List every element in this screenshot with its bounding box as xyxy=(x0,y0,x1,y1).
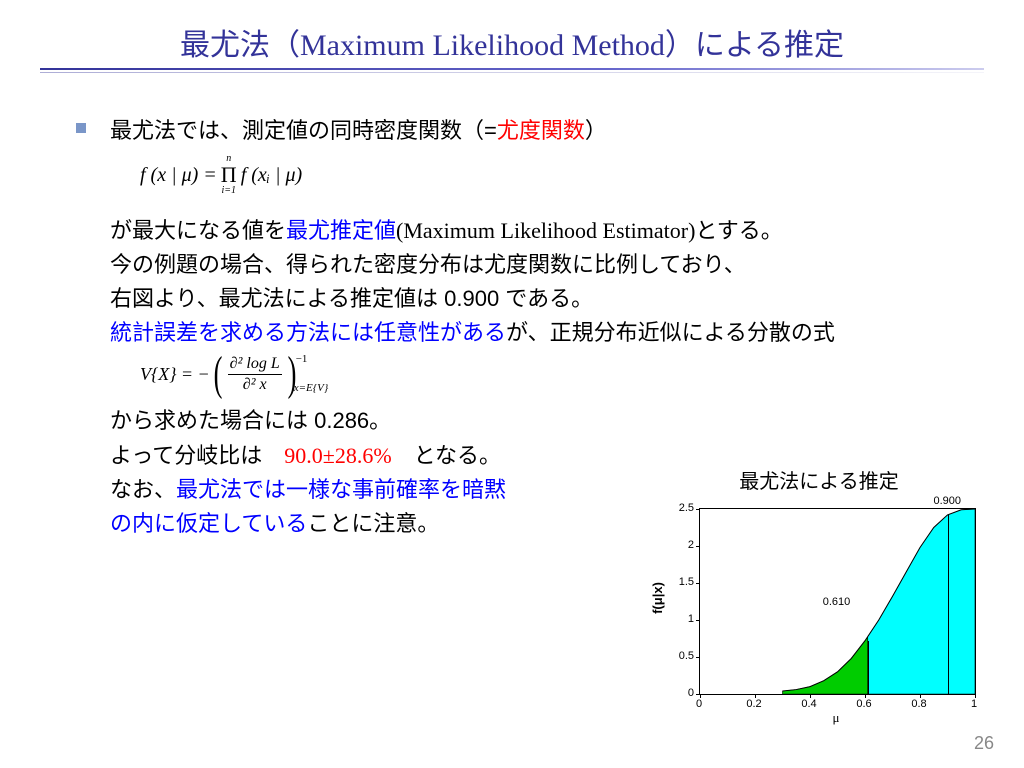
x-axis-label: μ xyxy=(833,710,840,726)
y-tick-label: 1 xyxy=(664,613,694,625)
equation-variance: V{X} = − ( ∂² log L ∂² x ) −1 x=E{V} xyxy=(140,354,964,394)
para-7: なお、最尤法では一様な事前確率を暗黙 xyxy=(110,473,670,507)
eq2-num: ∂² log L xyxy=(228,355,282,375)
bullet-icon xyxy=(76,123,86,133)
x-tick-label: 0.6 xyxy=(856,698,871,710)
p6b: 90.0±28.6% xyxy=(284,443,391,468)
product-symbol: n Π i=1 xyxy=(221,154,237,196)
x-tick-label: 0 xyxy=(696,698,702,710)
eq2-lhs: V{X} = − xyxy=(140,364,210,385)
page-number: 26 xyxy=(974,733,994,754)
y-tick-label: 2.5 xyxy=(664,502,694,514)
para-1: が最大になる値を最尤推定値(Maximum Likelihood Estimat… xyxy=(110,214,964,248)
eq1-prod-bot: i=1 xyxy=(221,186,236,196)
p4a: 統計誤差を求める方法には任意性がある xyxy=(110,320,506,345)
p6a: よって分岐比は xyxy=(110,443,284,468)
x-tick-label: 0.4 xyxy=(801,698,816,710)
chart-annotation: 0.610 xyxy=(823,596,851,608)
p4b: が、正規分布近似による分散の式 xyxy=(506,320,835,345)
bullet-pre: 最尤法では、測定値の同時密度関数（= xyxy=(110,118,497,143)
y-axis-label: f(μ|x) xyxy=(650,582,665,614)
title-prefix: 最尤法（ xyxy=(180,29,300,62)
eq2-exp: −1 xyxy=(296,354,329,365)
p7a: なお、 xyxy=(110,477,176,502)
y-tick-label: 0.5 xyxy=(664,650,694,662)
para-8: の内に仮定していることに注意。 xyxy=(110,507,670,541)
para-6: よって分岐比は 90.0±28.6% となる。 xyxy=(110,439,670,473)
p1c: (Maximum Likelihood Estimator)とする。 xyxy=(396,218,783,243)
title-suffix: ）による推定 xyxy=(665,29,844,62)
eq1-lhs: f (x | μ) = xyxy=(140,164,217,187)
x-tick-label: 1 xyxy=(971,698,977,710)
p6c: となる。 xyxy=(392,443,501,468)
p8b: ことに注意。 xyxy=(307,511,439,536)
page-title: 最尤法（Maximum Likelihood Method）による推定 xyxy=(40,20,984,64)
y-tick-label: 2 xyxy=(664,539,694,551)
p8a: の内に仮定している xyxy=(110,511,307,536)
para-3: 右図より、最尤法による推定値は 0.900 である。 xyxy=(110,282,964,316)
p1a: が最大になる値を xyxy=(110,218,286,243)
bullet-post: ） xyxy=(585,118,607,143)
eq2-sub: x=E{V} xyxy=(294,383,329,394)
para-2: 今の例題の場合、得られた密度分布は尤度関数に比例しており、 xyxy=(110,248,964,282)
p1b: 最尤推定値 xyxy=(286,218,396,243)
p7b: 最尤法では一様な事前確率を暗黙 xyxy=(176,477,506,502)
title-english: Maximum Likelihood Method xyxy=(300,29,665,62)
eq1-rhs: f (xᵢ | μ) xyxy=(241,164,302,187)
y-tick-label: 1.5 xyxy=(664,576,694,588)
bullet-item: 最尤法では、測定値の同時密度関数（=尤度関数） xyxy=(110,114,964,148)
title-underline xyxy=(40,68,984,74)
chart-title: 最尤法による推定 xyxy=(644,465,994,494)
eq2-den: ∂² x xyxy=(243,375,267,394)
x-tick-label: 0.8 xyxy=(911,698,926,710)
chart-plot: f(μ|x) μ 0.9000.610 00.511.522.500.20.40… xyxy=(644,498,984,718)
equation-likelihood: f (x | μ) = n Π i=1 f (xᵢ | μ) xyxy=(140,154,964,196)
para-5: から求めた場合には 0.286。 xyxy=(110,404,670,438)
y-tick-label: 0 xyxy=(664,687,694,699)
chart-annotation: 0.900 xyxy=(934,495,962,507)
bullet-highlight: 尤度関数 xyxy=(497,118,585,143)
para-4: 統計誤差を求める方法には任意性があるが、正規分布近似による分散の式 xyxy=(110,316,964,350)
x-tick-label: 0.2 xyxy=(746,698,761,710)
chart-block: 最尤法による推定 f(μ|x) μ 0.9000.610 00.511.522.… xyxy=(644,465,994,718)
